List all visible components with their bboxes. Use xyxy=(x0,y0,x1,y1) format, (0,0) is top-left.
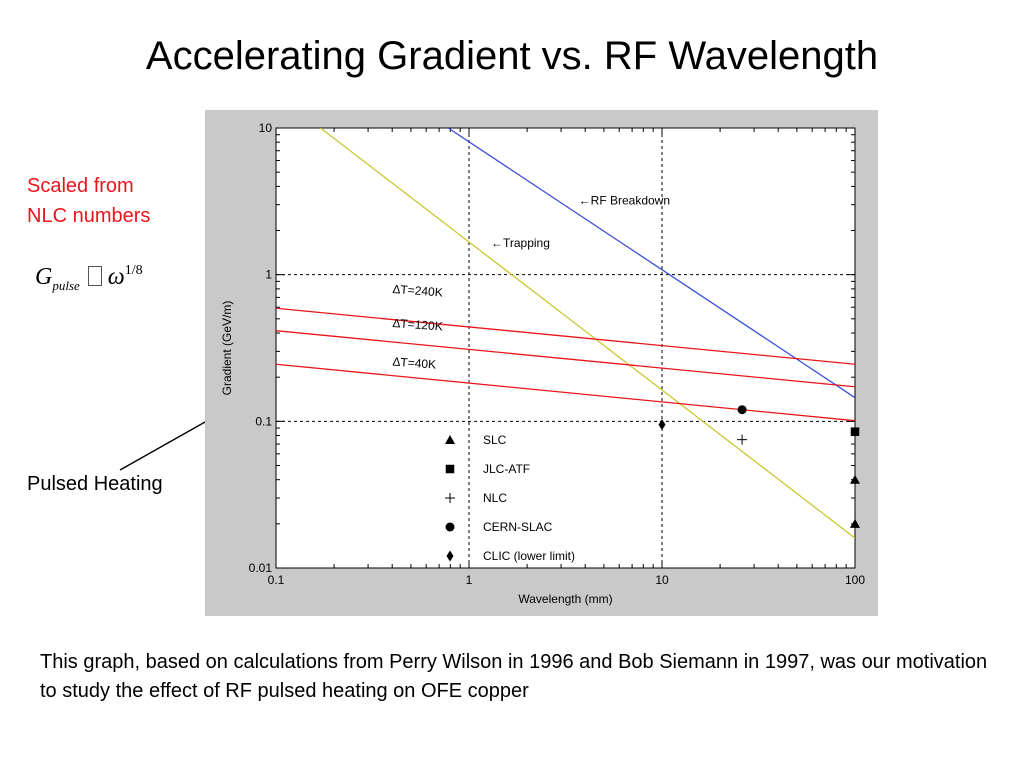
y-axis-label: Gradient (GeV/m) xyxy=(220,301,234,396)
legend-label: CLIC (lower limit) xyxy=(483,549,575,563)
formula-variable: ω xyxy=(107,264,125,290)
y-tick-label: 1 xyxy=(265,268,272,282)
x-tick-label: 1 xyxy=(466,573,473,587)
series-line xyxy=(447,128,855,399)
plot-area xyxy=(275,127,856,569)
legend-marker xyxy=(445,493,455,503)
series-label: ΔT=40K xyxy=(392,355,437,372)
legend-label: SLC xyxy=(483,433,507,447)
scaling-formula: Gpulse ω1/8 xyxy=(35,263,143,293)
x-axis-label: Wavelength (mm) xyxy=(518,592,612,606)
y-tick-label: 0.01 xyxy=(249,561,273,575)
slide-title: Accelerating Gradient vs. RF Wavelength xyxy=(145,34,879,78)
x-tick-label: 10 xyxy=(655,573,669,587)
proportional-glyph xyxy=(87,266,102,286)
caption: This graph, based on calculations from P… xyxy=(40,651,988,702)
series-line xyxy=(276,363,855,422)
series-label: ΔT=240K xyxy=(392,282,443,299)
data-point xyxy=(737,434,748,445)
plot-panel: 0.1 1 10 100 0.01 0.1 1 10 Wavelength (mm) Gradie… xyxy=(205,110,878,616)
data-point xyxy=(658,419,666,431)
data-point xyxy=(850,474,860,484)
scaled-note: Scaled from NLC numbers xyxy=(27,171,207,231)
series-line xyxy=(320,128,855,539)
data-point xyxy=(737,405,747,415)
data-point xyxy=(850,427,860,436)
series-label: ΔT=120K xyxy=(392,316,443,333)
series-label: ←RF Breakdown xyxy=(579,194,670,208)
legend-marker xyxy=(445,522,455,532)
pulsed-heating-label: Pulsed Heating xyxy=(27,473,163,495)
data-point xyxy=(850,518,860,528)
formula-subscript: pulse xyxy=(52,278,80,293)
formula-exponent: 1/8 xyxy=(124,263,143,278)
x-tick-label: 100 xyxy=(845,573,865,587)
legend-marker xyxy=(445,464,455,474)
series-line xyxy=(276,307,855,365)
legend-label: JLC-ATF xyxy=(483,462,530,476)
series-line xyxy=(276,330,855,388)
scaled-note-line1: Scaled from xyxy=(27,175,134,197)
scaled-note-line2: NLC numbers xyxy=(27,205,151,227)
formula-symbol: G xyxy=(35,264,53,290)
legend-label: NLC xyxy=(483,491,507,505)
y-tick-label: 10 xyxy=(259,121,273,135)
legend-marker xyxy=(446,550,454,562)
y-tick-label: 0.1 xyxy=(255,414,272,428)
legend-label: CERN-SLAC xyxy=(483,520,553,534)
x-tick-label: 0.1 xyxy=(268,573,285,587)
legend-marker xyxy=(445,435,455,444)
series-label: ←Trapping xyxy=(491,236,550,250)
